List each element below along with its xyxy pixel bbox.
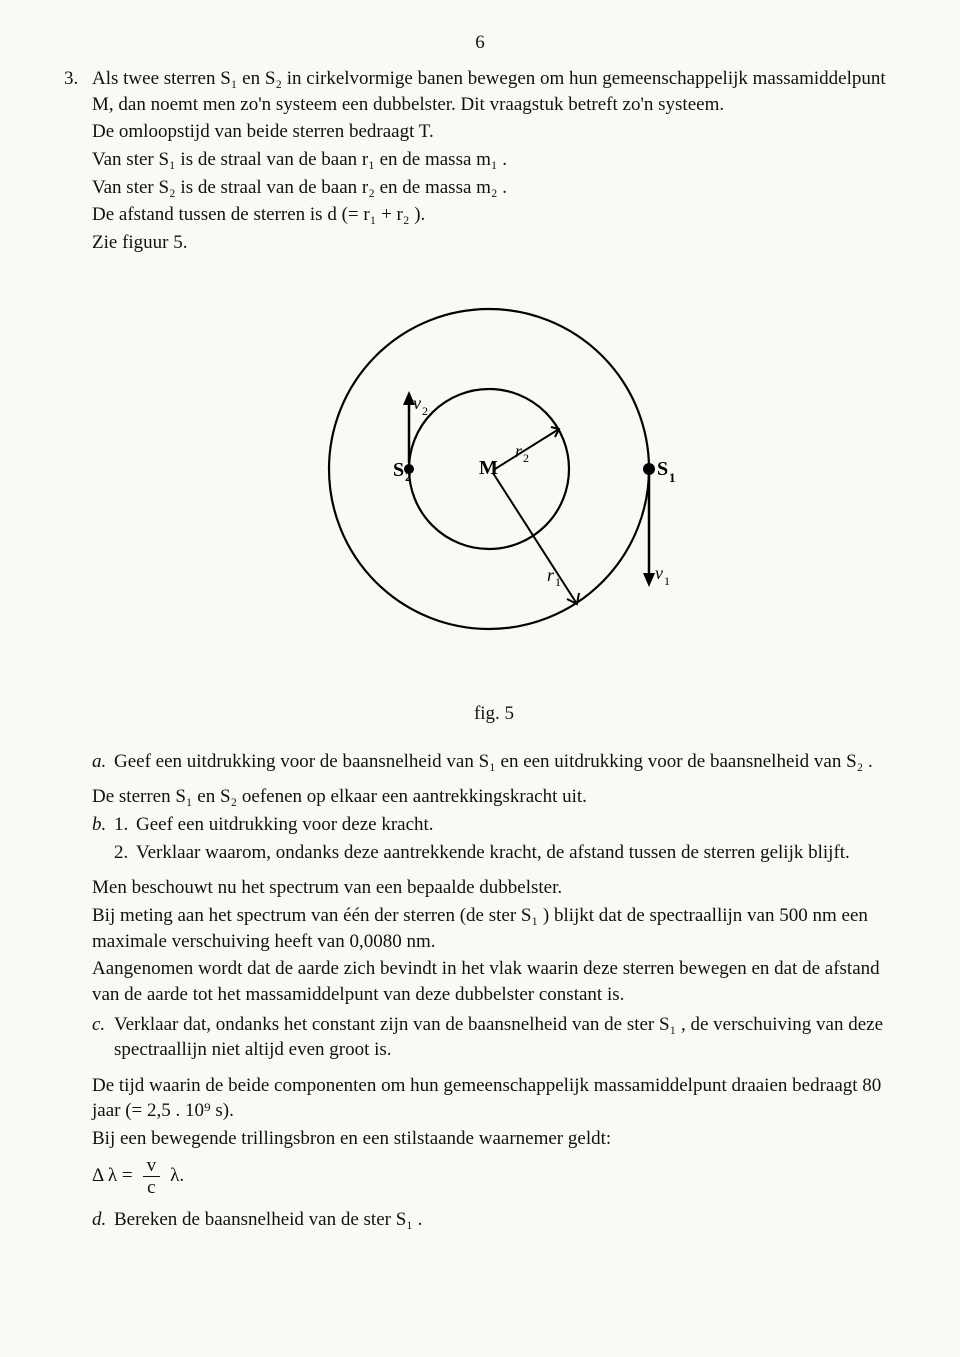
star-S2: S 2 bbox=[393, 459, 414, 484]
doppler-formula: Δ λ = v c λ. bbox=[92, 1156, 896, 1197]
page-number: 6 bbox=[64, 32, 896, 54]
mid-text-2b: Bij meting aan het spectrum van één der … bbox=[92, 903, 896, 954]
svg-text:2: 2 bbox=[405, 469, 412, 484]
svg-text:S: S bbox=[657, 458, 668, 480]
subquestion-b-body: 1. Geef een uitdrukking voor deze kracht… bbox=[114, 812, 896, 865]
label-r2: r bbox=[515, 441, 523, 461]
label-b1-num: 1. bbox=[114, 812, 136, 838]
question-3: 3. Als twee sterren S₁ en S₂ in cirkelvo… bbox=[64, 66, 896, 1236]
label-a: a. bbox=[92, 749, 114, 775]
intro-line-2: De omloopstijd van beide sterren bedraag… bbox=[92, 119, 896, 145]
intro-line-6: Zie figuur 5. bbox=[92, 230, 896, 256]
mid-text-3a: De tijd waarin de beide componenten om h… bbox=[92, 1073, 896, 1124]
label-b: b. bbox=[92, 812, 114, 865]
label-r1: r bbox=[547, 565, 555, 585]
mid-text-1: De sterren S₁ en S₂ oefenen op elkaar ee… bbox=[92, 784, 896, 810]
mid-text-2c: Aangenomen wordt dat de aarde zich bevin… bbox=[92, 956, 896, 1007]
figure-caption: fig. 5 bbox=[92, 701, 896, 727]
formula-fraction: v c bbox=[143, 1156, 161, 1197]
svg-text:S: S bbox=[393, 459, 404, 481]
label-v1: v bbox=[655, 563, 663, 583]
intro-line-4: Van ster S₂ is de straal van de baan r₂ … bbox=[92, 175, 896, 201]
page: 6 3. Als twee sterren S₁ en S₂ in cirkel… bbox=[0, 0, 960, 1357]
label-r1-sub: 1 bbox=[555, 575, 561, 589]
subquestion-b2-text: Verklaar waarom, ondanks deze aantrekken… bbox=[136, 840, 850, 866]
label-r2-sub: 2 bbox=[523, 451, 529, 465]
subquestion-a: a. Geef een uitdrukking voor de baansnel… bbox=[92, 749, 896, 775]
formula-lhs: Δ λ = bbox=[92, 1163, 133, 1189]
subquestion-c: c. Verklaar dat, ondanks het constant zi… bbox=[92, 1012, 896, 1063]
label-v2-sub: 2 bbox=[422, 404, 428, 418]
mid-text-3b: Bij een bewegende trillingsbron en een s… bbox=[92, 1126, 896, 1152]
subquestion-b1-text: Geef een uitdrukking voor deze kracht. bbox=[136, 812, 434, 838]
label-v1-sub: 1 bbox=[664, 574, 670, 588]
intro-line-5: De afstand tussen de sterren is d (= r₁ … bbox=[92, 202, 896, 228]
formula-numerator: v bbox=[143, 1156, 161, 1177]
mid-text-2a: Men beschouwt nu het spectrum van een be… bbox=[92, 875, 896, 901]
formula-denominator: c bbox=[143, 1177, 159, 1197]
figure-5: M S 2 r 2 bbox=[92, 279, 896, 687]
label-d: d. bbox=[92, 1207, 114, 1233]
subquestion-b: b. 1. Geef een uitdrukking voor deze kra… bbox=[92, 812, 896, 865]
formula-rhs: λ. bbox=[170, 1163, 184, 1189]
question-number: 3. bbox=[64, 66, 92, 1236]
binary-star-diagram: M S 2 r 2 bbox=[279, 279, 709, 679]
intro-line-1: Als twee sterren S₁ en S₂ in cirkelvormi… bbox=[92, 66, 896, 117]
svg-text:1: 1 bbox=[669, 470, 676, 485]
intro-line-3: Van ster S₁ is de straal van de baan r₁ … bbox=[92, 147, 896, 173]
label-c: c. bbox=[92, 1012, 114, 1063]
label-v2: v bbox=[413, 393, 421, 413]
label-b2-num: 2. bbox=[114, 840, 136, 866]
subquestion-d-text: Bereken de baansnelheid van de ster S₁ . bbox=[114, 1207, 896, 1233]
subquestion-d: d. Bereken de baansnelheid van de ster S… bbox=[92, 1207, 896, 1233]
subquestion-c-text: Verklaar dat, ondanks het constant zijn … bbox=[114, 1012, 896, 1063]
question-body: Als twee sterren S₁ en S₂ in cirkelvormi… bbox=[92, 66, 896, 1236]
subquestion-a-text: Geef een uitdrukking voor de baansnelhei… bbox=[114, 749, 896, 775]
